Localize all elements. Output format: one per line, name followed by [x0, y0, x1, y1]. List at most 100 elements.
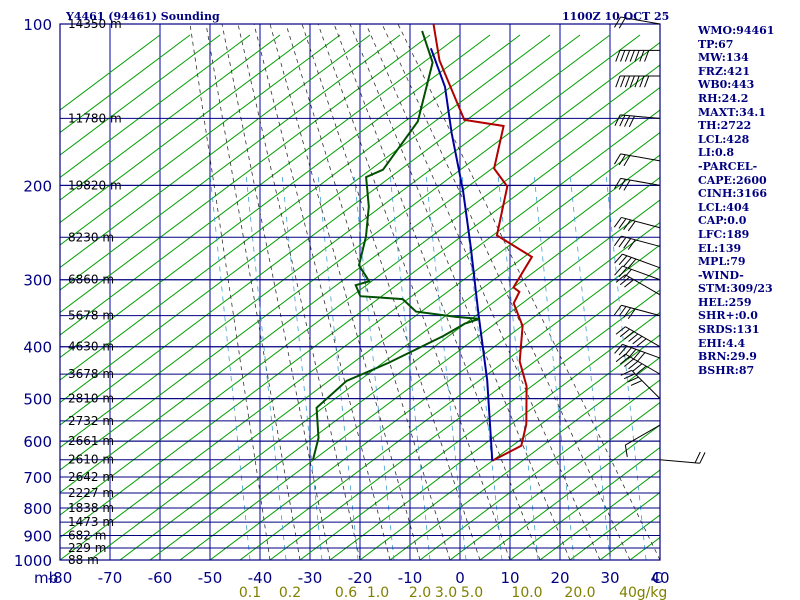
pressure-tick-label: 200 [23, 177, 52, 195]
temperature-tick-label: 40 [650, 569, 669, 587]
wind-barb-flag [614, 178, 622, 189]
wind-barb [621, 235, 661, 247]
stat-item: CAP:0.0 [698, 214, 747, 228]
stat-item: MW:134 [698, 51, 749, 65]
moist-adiabat-line [381, 24, 631, 560]
mixing-ratio-label: g/kg [637, 585, 668, 600]
dry-adiabat-line [60, 34, 521, 381]
stat-item: SHR+:0.0 [698, 309, 758, 323]
y-unit-label: mb [34, 569, 58, 587]
height-label: 229 m [68, 541, 106, 555]
wind-barb [622, 265, 661, 281]
temperature-tick-label: -50 [198, 569, 223, 587]
dry-adiabat-line [509, 446, 660, 560]
stat-item: SRDS:131 [698, 323, 760, 337]
wind-barb-flag [614, 265, 623, 276]
moist-adiabat-line [285, 24, 451, 560]
wind-barb [622, 253, 661, 269]
wind-barb-flag [644, 50, 650, 62]
pressure-tick-label: 800 [23, 500, 52, 518]
dry-adiabat-line [60, 34, 401, 291]
stat-item: LI:0.8 [698, 146, 735, 160]
dry-adiabat-line [419, 379, 660, 560]
mixing-ratio-label: 40 [619, 585, 637, 600]
wind-barb-flag [615, 326, 626, 335]
wind-barb-flag [618, 255, 628, 266]
wind-barb-flag [627, 348, 637, 359]
dry-adiabat-line [60, 34, 341, 246]
height-label: 8230 m [68, 230, 114, 244]
wind-barb-flag [615, 274, 626, 283]
wind-barb-flag [619, 328, 630, 338]
moist-adiabat-line [205, 24, 301, 560]
wind-barb-flag [623, 238, 632, 249]
mixing-ratio-line [533, 173, 575, 560]
wind-barb-flag [624, 75, 631, 88]
height-label: 2810 m [68, 392, 114, 406]
x-unit-label: C [652, 569, 662, 587]
dry-adiabat-line [89, 131, 660, 560]
dry-adiabat-line [60, 64, 660, 516]
wind-barb-flag [613, 217, 622, 228]
wind-barb-flag [630, 380, 643, 386]
wind-barb-flag [614, 153, 622, 165]
stat-item: RH:24.2 [698, 91, 749, 105]
dry-adiabat-line [60, 34, 191, 134]
wind-barb-flag [624, 279, 634, 288]
wind-barb [621, 304, 661, 317]
stat-item: MAXT:34.1 [698, 105, 766, 119]
wind-barb-flag [618, 237, 627, 248]
dry-adiabat-line [60, 34, 431, 314]
stat-item: HEL:259 [698, 295, 752, 309]
wind-barb-flag [636, 352, 646, 363]
mixing-ratio-line [425, 173, 467, 560]
mixing-ratio-label: 20.0 [564, 585, 595, 600]
dry-adiabat-line [60, 34, 581, 426]
dry-adiabat-lines [60, 34, 660, 560]
pressure-tick-label: 600 [23, 433, 52, 451]
stat-item: WMO:94461 [698, 24, 775, 37]
stat-item: CINH:3166 [698, 187, 768, 201]
moist-adiabat-line [365, 24, 601, 560]
wind-barb-flag [614, 114, 621, 126]
moist-adiabat-line [221, 24, 331, 560]
wind-barb-flag [614, 16, 622, 28]
wind-barb-flag [628, 115, 635, 128]
dry-adiabat-line [449, 401, 660, 560]
height-label: 14350 m [68, 17, 122, 31]
wind-barb [620, 114, 661, 119]
height-label: 3678 m [68, 367, 114, 381]
sounding-trace [311, 30, 480, 461]
height-label: 5678 m [68, 309, 114, 323]
dry-adiabat-line [60, 34, 491, 359]
mixing-ratio-line [569, 173, 611, 560]
mixing-ratio-label: 0.2 [279, 585, 301, 600]
wind-barb-flag [620, 50, 626, 62]
temperature-tick-label: -60 [148, 569, 173, 587]
wind-barb-flag [639, 75, 645, 88]
dry-adiabat-line [60, 34, 371, 269]
pressure-tick-label: 500 [23, 391, 52, 409]
wind-barb [621, 216, 661, 229]
moist-adiabat-line [237, 24, 361, 560]
stat-item: LCL:404 [698, 200, 750, 214]
mixing-ratio-label: 5.0 [461, 585, 483, 600]
mixing-ratio-label: 0.1 [239, 585, 261, 600]
mixing-ratio-label: 10.0 [511, 585, 542, 600]
wind-barb-flag [614, 253, 623, 264]
wind-barb-flag [627, 376, 639, 383]
temperature-tick-label: -70 [98, 569, 123, 587]
pressure-tick-label: 300 [23, 272, 52, 290]
stat-item: CAPE:2600 [698, 173, 767, 187]
wind-barb [620, 16, 661, 25]
mixing-ratio-line [245, 173, 287, 560]
wind-barb [620, 153, 661, 162]
mixing-ratio-line [317, 173, 359, 560]
stat-item: -PARCEL- [698, 159, 758, 173]
wind-barb-flag [618, 306, 627, 317]
mixing-ratio-line [497, 173, 539, 560]
moist-adiabat-line [189, 24, 271, 560]
dry-adiabat-line [60, 34, 461, 336]
wind-barb-flag [699, 452, 706, 464]
